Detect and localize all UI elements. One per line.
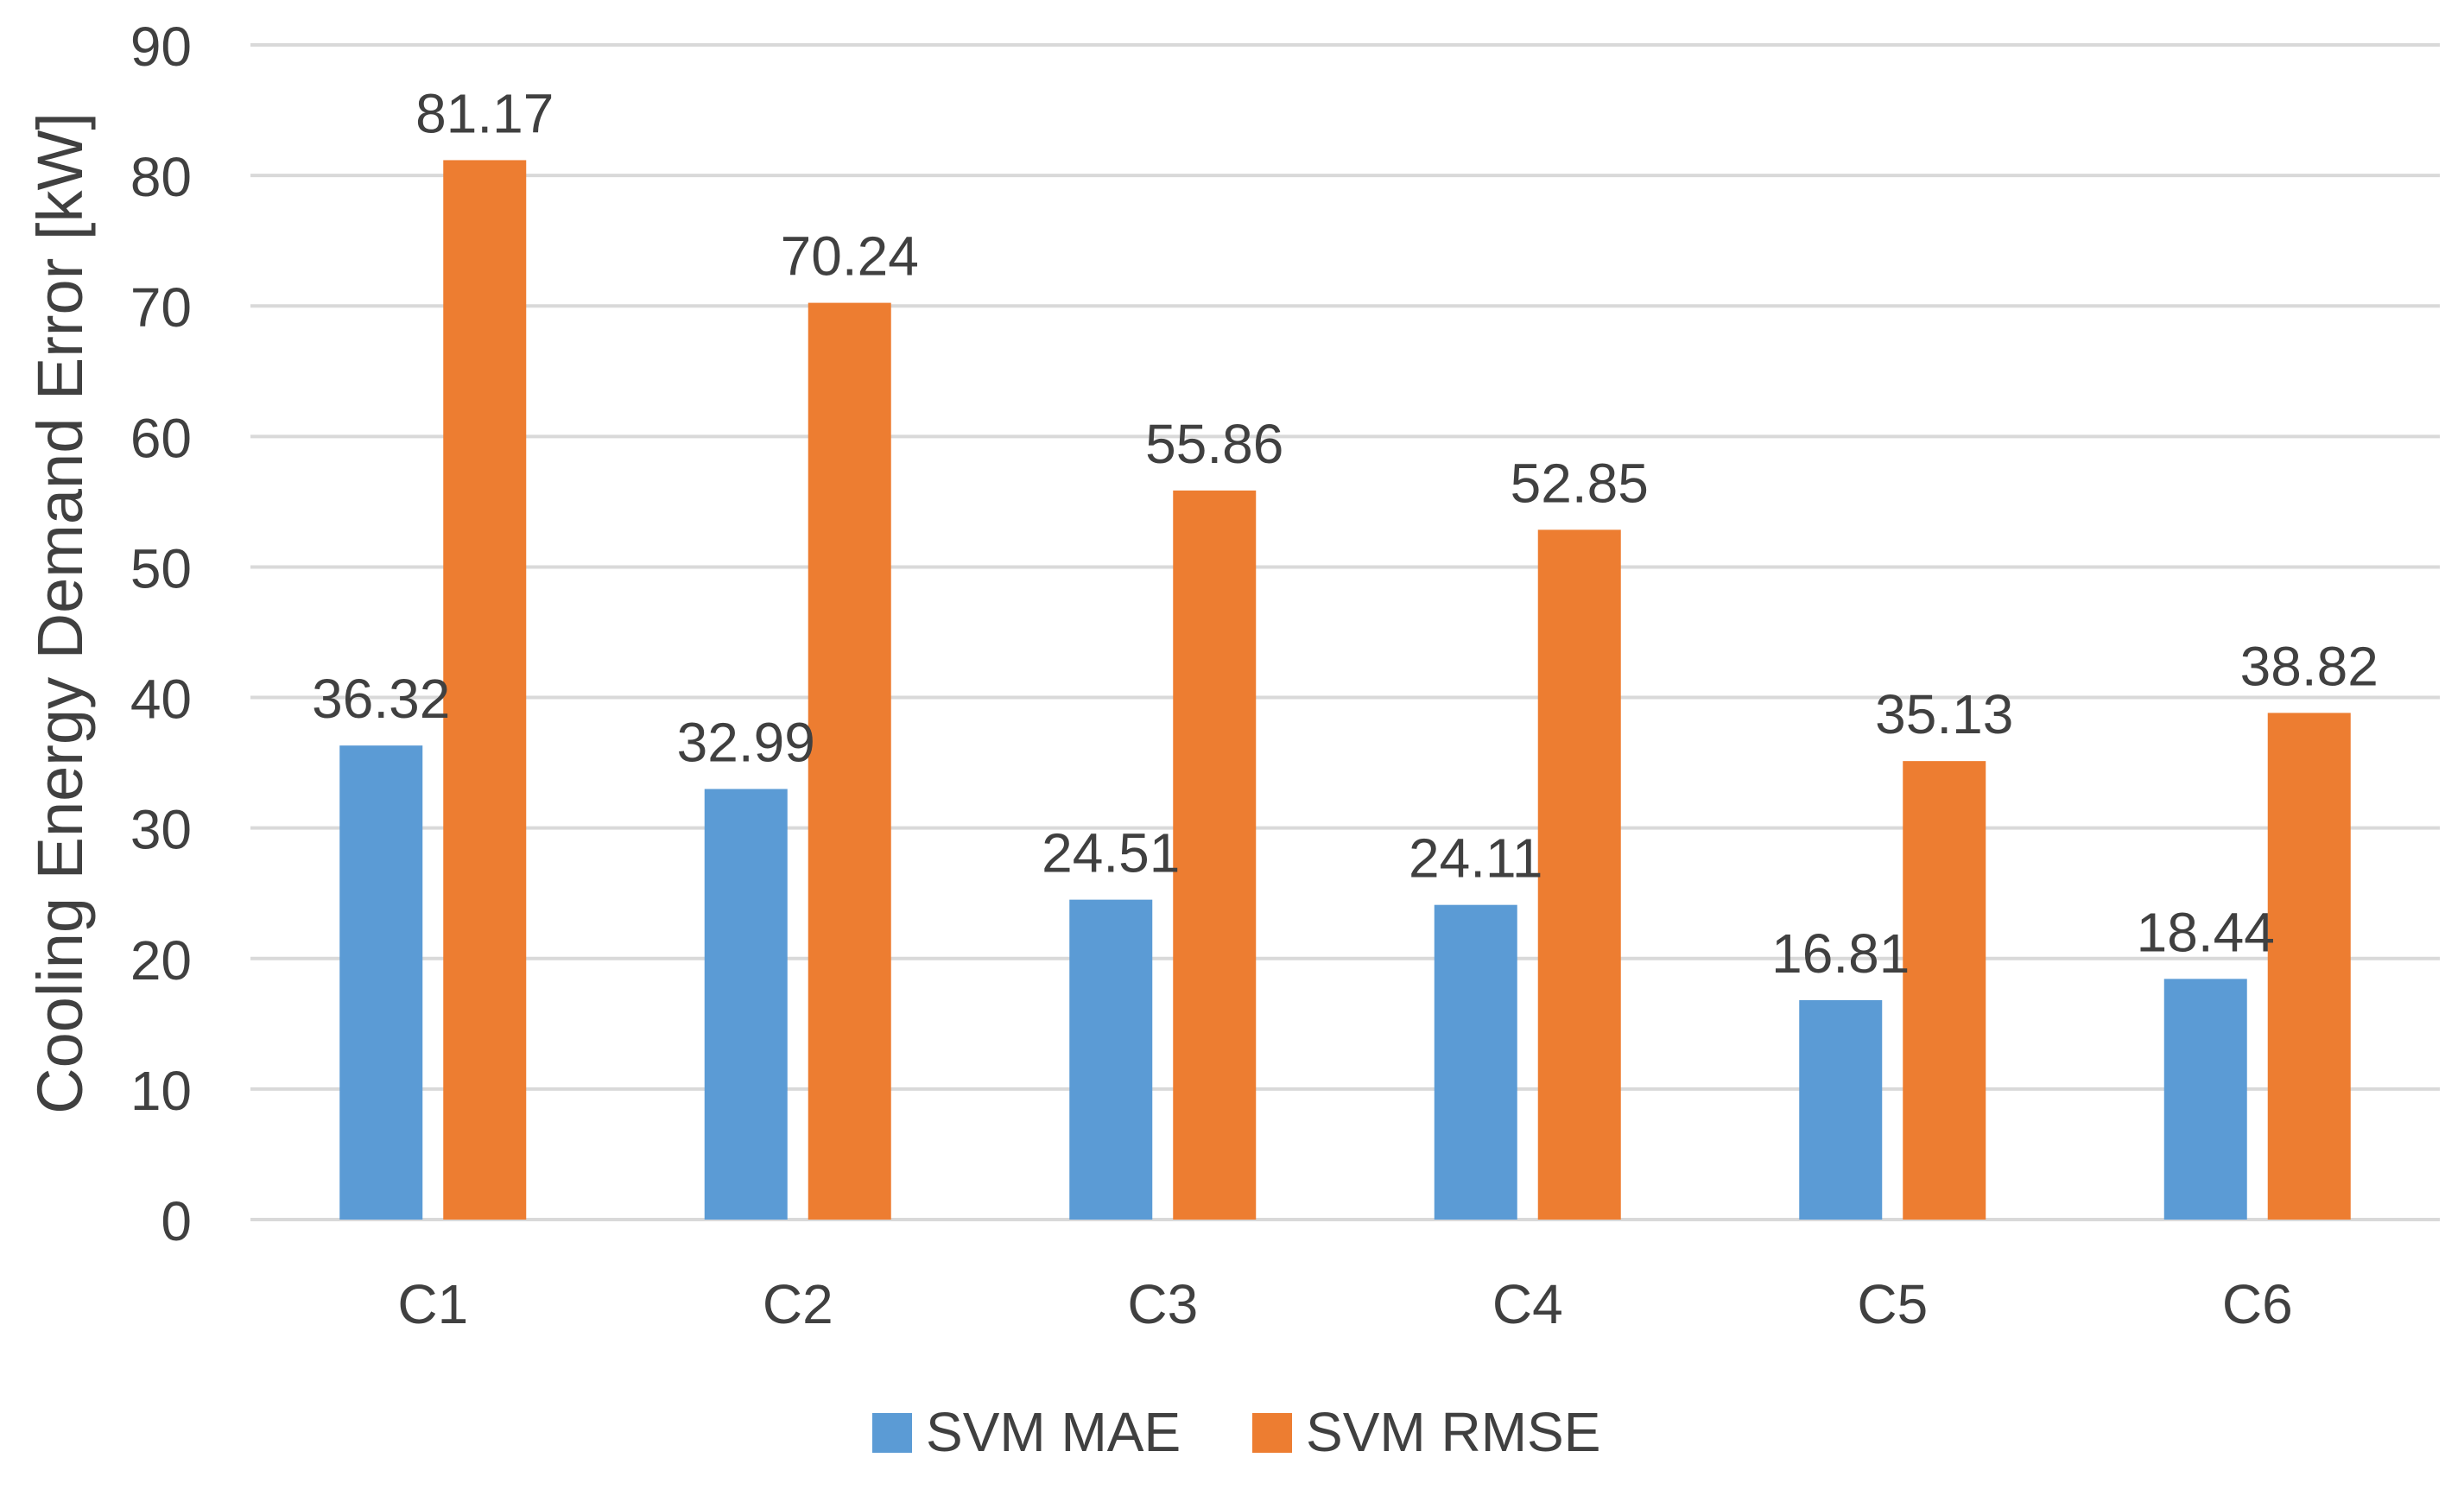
legend-swatch [872,1413,912,1453]
y-tick-label: 90 [130,16,192,78]
bar-svm-rmse-c2 [808,302,891,1220]
data-label: 81.17 [415,82,554,144]
legend-item-svm-mae: SVM MAE [872,1401,1181,1463]
data-label: 55.86 [1145,413,1283,475]
data-label: 24.51 [1042,822,1180,884]
bar-svm-mae-c6 [2163,979,2247,1220]
bar-svm-mae-c3 [1069,899,1153,1220]
y-axis-ticks: 0 10 20 30 40 50 60 70 80 90 [130,16,192,1252]
gridlines [250,43,2440,1221]
y-tick-label: 40 [130,669,192,731]
y-tick-label: 10 [130,1060,192,1122]
x-tick-label: C3 [1127,1273,1198,1335]
y-tick-label: 60 [130,407,192,469]
data-label: 38.82 [2240,635,2378,697]
bar-svm-mae-c5 [1799,999,1883,1220]
x-tick-label: C2 [763,1273,833,1335]
data-label: 35.13 [1875,683,2013,745]
data-labels: 36.32 81.17 32.99 70.24 24.51 55.86 24.11 52.85… [312,82,2378,985]
y-tick-label: 0 [161,1190,192,1252]
data-label: 32.99 [677,711,815,773]
x-tick-label: C4 [1492,1273,1563,1335]
bars [339,160,2351,1220]
bar-svm-mae-c2 [704,789,788,1220]
data-label: 36.32 [312,668,450,730]
legend: SVM MAE SVM RMSE [872,1401,1600,1463]
y-tick-label: 80 [130,146,192,208]
y-tick-label: 70 [130,276,192,339]
legend-swatch [1252,1413,1292,1453]
x-tick-label: C5 [1857,1273,1928,1335]
x-tick-label: C1 [397,1273,468,1335]
bar-svm-rmse-c5 [1903,761,1986,1220]
y-tick-label: 20 [130,929,192,992]
data-label: 70.24 [781,225,919,288]
bar-svm-mae-c4 [1434,904,1517,1220]
x-axis-ticks: C1 C2 C3 C4 C5 C6 [397,1273,2292,1335]
bar-svm-rmse-c4 [1537,529,1621,1220]
y-tick-label: 30 [130,799,192,861]
bar-svm-rmse-c6 [2267,713,2351,1220]
y-tick-label: 50 [130,537,192,599]
y-axis-label: Cooling Energy Demand Error [kW] [24,112,96,1114]
data-label: 16.81 [1771,922,1910,985]
data-label: 18.44 [2137,901,2275,963]
data-label: 52.85 [1511,452,1649,514]
bar-svm-rmse-c1 [443,160,527,1220]
data-label: 24.11 [1409,827,1542,890]
x-tick-label: C6 [2222,1273,2293,1335]
legend-label: SVM MAE [926,1401,1181,1463]
bar-svm-mae-c1 [339,745,423,1220]
bar-svm-rmse-c3 [1173,490,1257,1220]
legend-label: SVM RMSE [1306,1401,1600,1463]
legend-item-svm-rmse: SVM RMSE [1252,1401,1600,1463]
